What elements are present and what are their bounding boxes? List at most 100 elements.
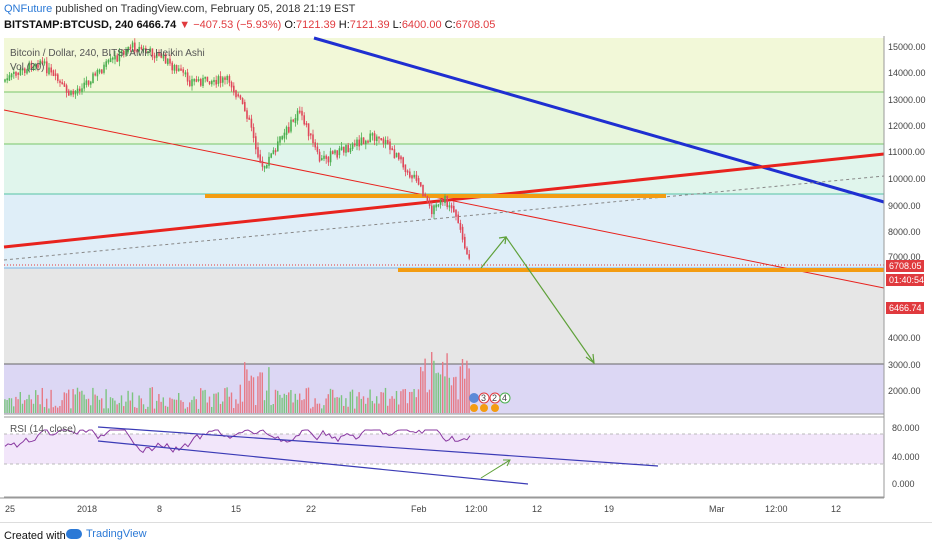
candle-body: [109, 58, 112, 63]
candle-body: [52, 70, 55, 76]
candle-body: [189, 80, 191, 86]
svg-text:12000.00: 12000.00: [888, 121, 926, 131]
candle-body: [191, 79, 193, 87]
volume-bar: [226, 387, 228, 413]
volume-bar: [237, 403, 239, 413]
volume-bar: [336, 397, 338, 413]
candle-body: [46, 61, 48, 74]
volume-bar: [272, 403, 274, 413]
volume-bar: [98, 399, 101, 413]
candle-body: [239, 95, 242, 99]
candle-body: [57, 74, 59, 81]
volume-bar: [303, 399, 305, 413]
candle-body: [15, 71, 17, 76]
volume-bar: [439, 374, 442, 413]
candle-body: [347, 145, 349, 153]
candle-body: [395, 152, 398, 158]
candle-body: [182, 69, 184, 73]
uptrend-line-red: [3, 152, 885, 249]
volume-bar: [195, 399, 197, 413]
candle-body: [79, 88, 81, 92]
candle-body: [329, 151, 332, 163]
volume-bar: [255, 405, 257, 413]
candle-body: [233, 85, 235, 93]
main-legend[interactable]: Bitcoin / Dollar, 240, BITSTAMP, Heikin …: [10, 48, 205, 59]
candle-body: [13, 71, 15, 74]
event-badges[interactable]: 3 2 4: [469, 392, 511, 412]
candle-body: [186, 72, 189, 82]
candle-body: [294, 118, 297, 123]
svg-text:12: 12: [532, 504, 542, 514]
volume-bar: [30, 399, 32, 413]
candle-body: [455, 209, 457, 217]
volume-bar: [349, 391, 351, 413]
svg-text:19: 19: [604, 504, 614, 514]
candle-body: [28, 62, 30, 70]
candle-body: [213, 79, 215, 82]
volume-legend[interactable]: Vol (20): [10, 62, 44, 73]
svg-text:4000.00: 4000.00: [888, 333, 921, 343]
volume-bar: [219, 403, 222, 413]
volume-bar: [65, 393, 68, 413]
svg-text:7000.00: 7000.00: [888, 252, 921, 262]
volume-bar: [360, 398, 362, 413]
volume-bar: [422, 371, 424, 413]
candle-body: [35, 64, 37, 67]
volume-bar: [134, 407, 136, 413]
candle-body: [310, 133, 312, 136]
volume-bar: [114, 400, 116, 413]
candle-body: [134, 42, 136, 52]
volume-bar: [96, 395, 98, 413]
candle-body: [98, 69, 101, 73]
candle-body: [149, 48, 151, 52]
volume-bar: [112, 398, 114, 413]
volume-bar: [228, 396, 230, 413]
candle-body: [241, 98, 244, 105]
time-axis[interactable]: 25 2018 8 15 22 Feb 12:00 12 19 Mar 12:0…: [0, 497, 884, 514]
candle-body: [24, 68, 26, 73]
candle-body: [74, 90, 77, 95]
volume-bar: [404, 388, 406, 413]
svg-text:9000.00: 9000.00: [888, 201, 921, 211]
volume-bar: [103, 408, 105, 413]
tradingview-logo[interactable]: TradingView: [66, 528, 147, 540]
candle-body: [360, 137, 363, 146]
candle-body: [125, 50, 127, 56]
candle-body: [457, 214, 459, 224]
volume-bar: [442, 361, 444, 413]
volume-bar: [138, 395, 140, 413]
volume-bar: [164, 405, 167, 413]
candle-body: [193, 79, 195, 82]
countdown-tag: [886, 274, 924, 286]
volume-bar: [444, 376, 446, 413]
volume-bar: [57, 407, 59, 413]
volume-bar: [204, 389, 206, 413]
candle-body: [378, 136, 380, 139]
author-link[interactable]: QNFuture: [4, 3, 53, 15]
volume-bar: [435, 373, 437, 413]
rsi-line: [4, 429, 471, 454]
candle-body: [373, 133, 376, 141]
candle-body: [270, 153, 272, 158]
volume-bar: [109, 397, 112, 413]
blue-trend-line: [313, 36, 885, 204]
publish-line: QNFuture published on TradingView.com, F…: [4, 3, 355, 15]
candle-body: [448, 205, 451, 208]
candle-body: [103, 64, 105, 73]
volume-bar: [85, 399, 87, 413]
rsi-legend[interactable]: RSI (14, close): [10, 424, 76, 435]
volume-bar: [50, 389, 52, 413]
volume-bar: [252, 377, 255, 413]
candle-body: [340, 146, 343, 151]
candle-body: [131, 42, 134, 48]
volume-bar: [340, 395, 343, 413]
candle-body: [237, 94, 239, 97]
volume-bar: [453, 377, 455, 413]
symbol-label[interactable]: BITSTAMP:BTCUSD, 240: [4, 19, 134, 31]
price-axis[interactable]: 15000.00 14000.00 13000.00 12000.00 1100…: [883, 36, 932, 498]
price-pane: [4, 38, 884, 415]
volume-bar: [26, 399, 28, 413]
volume-bar: [17, 399, 19, 413]
svg-text:2: 2: [492, 393, 497, 403]
